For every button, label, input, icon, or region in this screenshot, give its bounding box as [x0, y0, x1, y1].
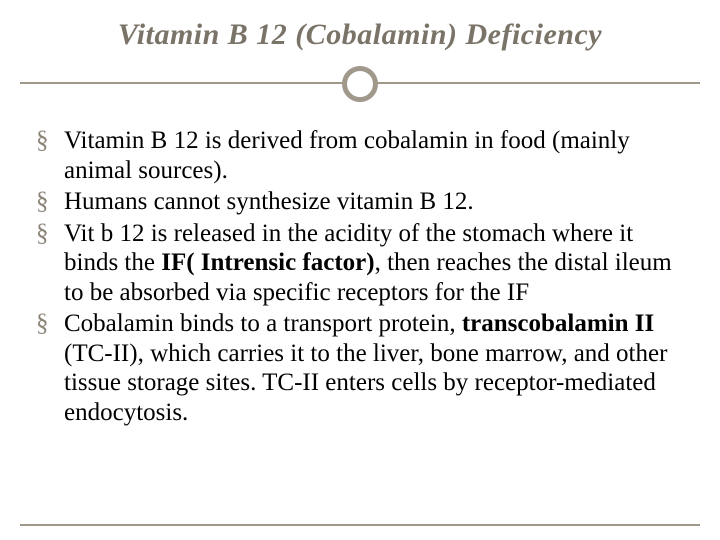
bullet-item: § Vit b 12 is released in the acidity of … [36, 219, 684, 308]
bullet-marker-icon: § [36, 187, 49, 217]
bullet-item: § Humans cannot synthesize vitamin B 12. [36, 187, 684, 217]
bullet-text: Cobalamin binds to a transport protein, … [64, 310, 667, 426]
slide-title: Vitamin B 12 (Cobalamin) Deficiency [0, 0, 720, 60]
bullet-item: § Cobalamin binds to a transport protein,… [36, 309, 684, 427]
bullet-item: § Vitamin B 12 is derived from cobalamin … [36, 126, 684, 185]
bullet-text: Humans cannot synthesize vitamin B 12. [64, 188, 474, 215]
slide: Vitamin B 12 (Cobalamin) Deficiency § Vit… [0, 0, 720, 540]
bullet-marker-icon: § [36, 309, 49, 339]
content-area: § Vitamin B 12 is derived from cobalamin … [0, 120, 720, 427]
footer-rule [20, 524, 700, 526]
bullet-text: Vitamin B 12 is derived from cobalamin i… [64, 127, 630, 184]
bullet-marker-icon: § [36, 126, 49, 156]
bullet-marker-icon: § [36, 219, 49, 249]
circle-ornament-icon [342, 66, 378, 102]
title-divider [20, 60, 700, 110]
bullet-text: Vit b 12 is released in the acidity of t… [64, 220, 672, 306]
